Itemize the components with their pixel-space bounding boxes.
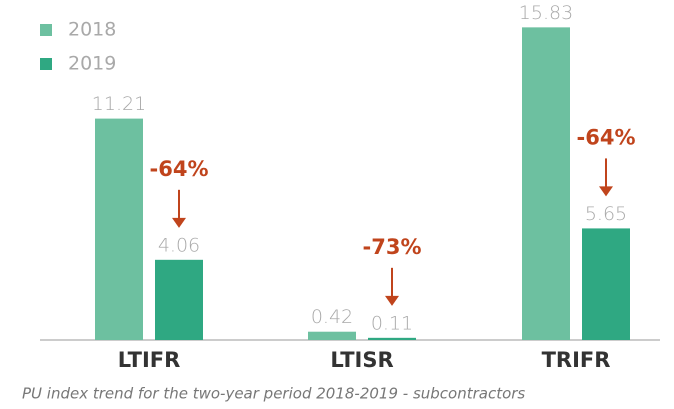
change-annotation: -64% (150, 157, 209, 181)
value-label: 0.11 (371, 312, 413, 334)
bar (368, 337, 416, 340)
arrow-head (385, 295, 399, 306)
value-label: 5.65 (585, 203, 627, 225)
caption: PU index trend for the two-year period 2… (22, 385, 525, 403)
legend-label: 2019 (68, 53, 116, 75)
value-label: 15.83 (519, 2, 573, 24)
value-label: 11.21 (92, 93, 146, 115)
value-label: 4.06 (158, 234, 200, 256)
legend-swatch (40, 58, 52, 70)
bar (522, 27, 570, 340)
bar (95, 118, 143, 340)
category-label: LTIFR (118, 348, 181, 372)
change-annotation: -64% (577, 125, 636, 149)
category-label: LTISR (330, 348, 393, 372)
arrow-head (599, 186, 613, 197)
legend-swatch (40, 24, 52, 36)
category-label: TRIFR (542, 348, 611, 372)
bar (582, 228, 630, 340)
arrow-head (172, 217, 186, 228)
bar (308, 331, 356, 340)
value-label: 0.42 (311, 306, 353, 328)
bar (155, 259, 203, 340)
legend-label: 2018 (68, 19, 116, 41)
change-annotation: -73% (363, 235, 422, 259)
